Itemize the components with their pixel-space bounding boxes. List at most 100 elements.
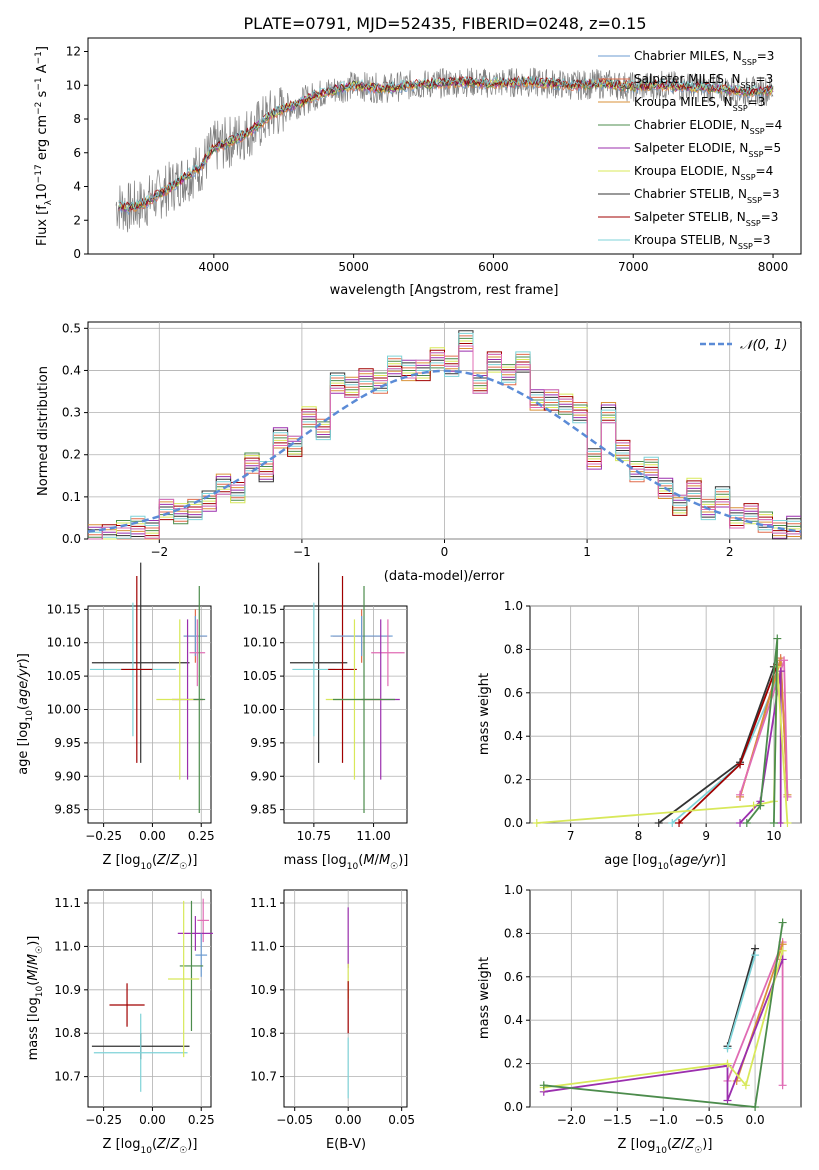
- mass-vs-Z-ytick-label: 11.1: [54, 896, 81, 910]
- weight-vs-age-xtick-label: 7: [567, 829, 575, 843]
- age-vs-Z-xtick-label: −0.25: [85, 829, 122, 843]
- age-vs-mass-ytick-label: 9.85: [250, 803, 277, 817]
- residuals-xtick-label: −2: [150, 545, 168, 559]
- residuals-ytick-label: 0.5: [62, 321, 81, 335]
- spectrum-legend-label: Salpeter MILES, NSSP=3: [634, 72, 773, 90]
- weight-vs-age-point-marker: [776, 819, 785, 827]
- weight-vs-Z-point-marker: [778, 1081, 787, 1090]
- spectrum-xtick-label: 7000: [618, 260, 649, 274]
- spectrum-legend-label: Chabrier MILES, NSSP=3: [634, 49, 774, 67]
- weight-vs-age-series-line: [746, 638, 779, 824]
- panel-spectrum: 4000 5000 6000 7000 8000 0 2 4 6 8 10 12 wavelength…: [34, 37, 802, 298]
- weight-vs-age-point-marker: [675, 819, 684, 827]
- weight-vs-age-point-marker: [668, 819, 677, 827]
- weight-vs-age-point-marker: [742, 819, 751, 827]
- residuals-xtick-label: 0: [441, 545, 449, 559]
- age-vs-mass-ytick-label: 10.00: [243, 702, 277, 716]
- mass-vs-EBV-xlabel: E(B-V): [326, 1137, 366, 1152]
- normal-legend-label: 𝒩(0, 1): [740, 338, 787, 353]
- panel-residuals: −2 −1 0 1 2 0.0 0.1 0.2 0.3 0.4 0.5 (data-model)/e…: [36, 321, 802, 584]
- weight-vs-Z-ytick-label: 1.0: [504, 883, 523, 897]
- weight-vs-Z-point-marker: [741, 1081, 750, 1090]
- weight-vs-age-point-marker: [736, 819, 745, 827]
- age-vs-Z-ytick-label: 9.90: [54, 769, 81, 783]
- age-vs-mass-xtick-label: 10.75: [297, 829, 331, 843]
- mass-vs-EBV-xtick-label: 0.00: [335, 1113, 362, 1127]
- spectrum-xtick-label: 5000: [338, 260, 369, 274]
- panel-spectrum-frame: [87, 37, 802, 255]
- age-vs-Z-ytick-label: 9.85: [54, 803, 81, 817]
- weight-vs-Z-point-marker: [723, 1059, 732, 1068]
- age-vs-Z-xlabel: Z [log10(Z/Z☉)]: [103, 853, 198, 872]
- weight-vs-age-ytick-label: 0.8: [504, 642, 523, 656]
- age-vs-Z-ylabel: age [log10(age/yr)]: [16, 653, 35, 775]
- weight-vs-Z-point-marker: [723, 1096, 732, 1105]
- spectrum-legend-label: Kroupa STELIB, NSSP=3: [634, 233, 771, 251]
- mass-vs-EBV-ytick-label: 10.9: [250, 983, 277, 997]
- weight-vs-age-ytick-label: 1.0: [504, 599, 523, 613]
- panel-mass-vs-EBV-frame: [283, 889, 408, 1108]
- age-vs-Z-xtick-label: 0.00: [139, 829, 166, 843]
- weight-vs-Z-xtick-label: −2.0: [557, 1113, 586, 1127]
- residuals-ytick-label: 0.0: [62, 532, 81, 546]
- spectrum-xtick-label: 4000: [199, 260, 230, 274]
- panel-age-vs-Z-frame: [87, 605, 212, 824]
- weight-vs-Z-ytick-label: 0.4: [504, 1013, 523, 1027]
- spectrum-ylabel: Flux [fλ10−17 erg cm−2 s−1 A−1]: [34, 46, 54, 246]
- weight-vs-age-point-marker: [749, 801, 758, 810]
- weight-vs-age-series-line: [678, 664, 779, 824]
- panel-mass-vs-Z: −0.25 0.00 0.25 10.7 10.8 10.9 11.0 11.1 Z [log…: [26, 889, 215, 1156]
- spectrum-ytick-label: 8: [73, 112, 81, 126]
- panel-age-vs-mass-frame: [283, 605, 408, 824]
- panel-spectrum-plot: 4000 5000 6000 7000 8000 0 2 4 6 8 10 12: [66, 45, 789, 275]
- panel-age-vs-Z-plot: −0.25 0.00 0.25 9.85 9.90 9.95 10.00 10.05 10.10…: [47, 562, 215, 843]
- weight-vs-Z-point-marker: [751, 1103, 760, 1111]
- weight-vs-age-ytick-label: 0.6: [504, 686, 523, 700]
- spectrum-legend-label: Chabrier STELIB, NSSP=3: [634, 187, 780, 205]
- weight-vs-Z-point-marker: [539, 1081, 548, 1090]
- weight-vs-Z-point-marker: [723, 1044, 732, 1053]
- panel-weight-vs-Z: −2.0 −1.5 −1.0 −0.5 0.0 0.0 0.2 0.4 0.6 0.8 1.0 Z …: [477, 883, 802, 1156]
- mass-vs-Z-ytick-label: 10.9: [54, 983, 81, 997]
- spectrum-xtick-label: 6000: [478, 260, 509, 274]
- mass-vs-EBV-xtick-label: −0.05: [276, 1113, 313, 1127]
- weight-vs-age-point-marker: [783, 792, 792, 801]
- age-vs-Z-ytick-label: 10.10: [47, 636, 81, 650]
- panel-mass-vs-Z-frame: [87, 889, 212, 1108]
- spectrum-legend: Chabrier MILES, NSSP=3 Salpeter MILES, NS…: [598, 49, 782, 251]
- residuals-xtick-label: 1: [583, 545, 591, 559]
- spectrum-xlabel: wavelength [Angstrom, rest frame]: [330, 283, 559, 298]
- weight-vs-Z-xtick-label: −0.5: [695, 1113, 724, 1127]
- weight-vs-Z-ytick-label: 0.6: [504, 970, 523, 984]
- weight-vs-age-ytick-label: 0.2: [504, 773, 523, 787]
- mass-vs-EBV-ytick-label: 10.8: [250, 1026, 277, 1040]
- panel-mass-vs-EBV: −0.05 0.00 0.05 10.7 10.8 10.9 11.0 11.1 E(B-V): [250, 889, 415, 1152]
- age-vs-mass-xlabel: mass [log10(M/M☉)]: [284, 853, 409, 872]
- residuals-ytick-label: 0.2: [62, 448, 81, 462]
- spectrum-legend-label: Salpeter ELODIE, NSSP=5: [634, 141, 781, 159]
- weight-vs-age-ytick-label: 0.0: [504, 816, 523, 830]
- spectrum-ytick-label: 2: [73, 213, 81, 227]
- weight-vs-age-point-marker: [654, 819, 663, 827]
- spectrum-xtick-label: 8000: [758, 260, 789, 274]
- mass-vs-EBV-ytick-label: 11.0: [250, 939, 277, 953]
- age-vs-Z-ytick-label: 10.05: [47, 669, 81, 683]
- mass-vs-Z-xtick-label: −0.25: [85, 1113, 122, 1127]
- weight-vs-age-point-marker: [532, 819, 541, 827]
- residuals-ytick-label: 0.1: [62, 490, 81, 504]
- spectrum-model-line: [118, 75, 774, 212]
- age-vs-mass-ytick-label: 10.05: [243, 669, 277, 683]
- spectrum-ytick-label: 12: [66, 45, 81, 59]
- weight-vs-Z-point-marker: [778, 946, 787, 955]
- panel-weight-vs-age-plot: 7 8 9 10 0.0 0.2 0.4 0.6 0.8 1.0: [504, 599, 801, 843]
- spectrum-legend-label: Kroupa MILES, NSSP=3: [634, 95, 765, 113]
- weight-vs-age-series-line: [536, 666, 789, 824]
- panel-weight-vs-age: 7 8 9 10 0.0 0.2 0.4 0.6 0.8 1.0 age [log10(age/y…: [477, 599, 802, 872]
- residuals-xtick-label: 2: [726, 545, 734, 559]
- mass-vs-Z-ytick-label: 10.8: [54, 1026, 81, 1040]
- age-vs-mass-ytick-label: 10.10: [243, 636, 277, 650]
- weight-vs-Z-xtick-label: 0.0: [746, 1113, 765, 1127]
- residuals-xtick-label: −1: [293, 545, 311, 559]
- weight-vs-age-series-line: [739, 670, 782, 824]
